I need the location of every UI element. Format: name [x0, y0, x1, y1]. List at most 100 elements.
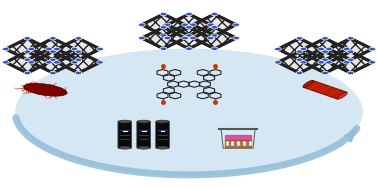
- Ellipse shape: [186, 47, 192, 50]
- Ellipse shape: [186, 34, 192, 37]
- Ellipse shape: [15, 49, 363, 176]
- Ellipse shape: [71, 61, 78, 64]
- Ellipse shape: [211, 34, 218, 37]
- Ellipse shape: [97, 47, 104, 51]
- Ellipse shape: [164, 36, 171, 40]
- Ellipse shape: [322, 71, 328, 75]
- Ellipse shape: [24, 50, 31, 53]
- Polygon shape: [329, 52, 372, 73]
- Ellipse shape: [50, 37, 56, 40]
- Ellipse shape: [337, 92, 347, 99]
- Ellipse shape: [71, 47, 78, 51]
- Ellipse shape: [207, 36, 214, 40]
- Ellipse shape: [160, 47, 167, 50]
- Ellipse shape: [46, 47, 53, 51]
- Polygon shape: [278, 38, 321, 60]
- FancyBboxPatch shape: [137, 121, 150, 148]
- Polygon shape: [193, 27, 236, 49]
- Polygon shape: [167, 14, 211, 36]
- Ellipse shape: [325, 47, 332, 51]
- Ellipse shape: [347, 71, 354, 75]
- Ellipse shape: [138, 120, 149, 123]
- Polygon shape: [304, 38, 347, 60]
- Ellipse shape: [182, 36, 189, 40]
- Polygon shape: [167, 27, 211, 49]
- Ellipse shape: [24, 58, 31, 62]
- Ellipse shape: [322, 58, 328, 62]
- Ellipse shape: [75, 37, 82, 40]
- Ellipse shape: [160, 12, 167, 16]
- Ellipse shape: [50, 58, 56, 62]
- Polygon shape: [142, 27, 185, 49]
- Polygon shape: [225, 135, 251, 140]
- Ellipse shape: [186, 12, 192, 16]
- Ellipse shape: [186, 26, 192, 29]
- Ellipse shape: [53, 47, 60, 51]
- Ellipse shape: [75, 58, 82, 62]
- Ellipse shape: [211, 12, 218, 16]
- Polygon shape: [6, 38, 49, 60]
- Ellipse shape: [274, 47, 281, 51]
- Polygon shape: [303, 80, 347, 99]
- Ellipse shape: [343, 61, 350, 64]
- Ellipse shape: [322, 37, 328, 40]
- Ellipse shape: [75, 71, 82, 75]
- Ellipse shape: [28, 47, 35, 51]
- Polygon shape: [329, 38, 372, 60]
- Ellipse shape: [157, 120, 168, 123]
- Ellipse shape: [189, 23, 196, 26]
- Ellipse shape: [296, 37, 303, 40]
- Ellipse shape: [164, 23, 171, 26]
- Ellipse shape: [322, 50, 328, 53]
- Ellipse shape: [138, 36, 145, 40]
- Ellipse shape: [50, 50, 56, 53]
- Ellipse shape: [296, 58, 303, 62]
- Ellipse shape: [296, 71, 303, 75]
- Ellipse shape: [160, 34, 167, 37]
- FancyBboxPatch shape: [118, 121, 132, 148]
- Polygon shape: [31, 52, 74, 73]
- Polygon shape: [6, 52, 49, 73]
- Polygon shape: [142, 14, 185, 36]
- Ellipse shape: [207, 23, 214, 26]
- Ellipse shape: [369, 61, 376, 64]
- Ellipse shape: [233, 23, 240, 26]
- Ellipse shape: [53, 61, 60, 64]
- FancyBboxPatch shape: [156, 121, 169, 148]
- Ellipse shape: [24, 83, 67, 96]
- Ellipse shape: [119, 120, 130, 123]
- Ellipse shape: [119, 146, 130, 149]
- Ellipse shape: [347, 50, 354, 53]
- Ellipse shape: [157, 146, 168, 149]
- Ellipse shape: [189, 36, 196, 40]
- Polygon shape: [221, 129, 255, 148]
- Polygon shape: [193, 14, 236, 36]
- Ellipse shape: [325, 61, 332, 64]
- Ellipse shape: [303, 80, 313, 87]
- Polygon shape: [57, 38, 100, 60]
- Ellipse shape: [318, 47, 325, 51]
- Polygon shape: [57, 52, 100, 73]
- Ellipse shape: [24, 71, 31, 75]
- Ellipse shape: [160, 26, 167, 29]
- Ellipse shape: [138, 146, 149, 149]
- Ellipse shape: [233, 36, 240, 40]
- Ellipse shape: [211, 26, 218, 29]
- Ellipse shape: [24, 37, 31, 40]
- Ellipse shape: [182, 23, 189, 26]
- Ellipse shape: [2, 47, 9, 51]
- Ellipse shape: [318, 61, 325, 64]
- Ellipse shape: [296, 50, 303, 53]
- Ellipse shape: [46, 61, 53, 64]
- Ellipse shape: [300, 61, 307, 64]
- Ellipse shape: [75, 50, 82, 53]
- Ellipse shape: [369, 47, 376, 51]
- Polygon shape: [31, 38, 74, 60]
- Ellipse shape: [347, 58, 354, 62]
- Ellipse shape: [274, 61, 281, 64]
- Ellipse shape: [343, 47, 350, 51]
- Ellipse shape: [138, 23, 145, 26]
- Polygon shape: [278, 52, 321, 73]
- Ellipse shape: [347, 37, 354, 40]
- Ellipse shape: [211, 47, 218, 50]
